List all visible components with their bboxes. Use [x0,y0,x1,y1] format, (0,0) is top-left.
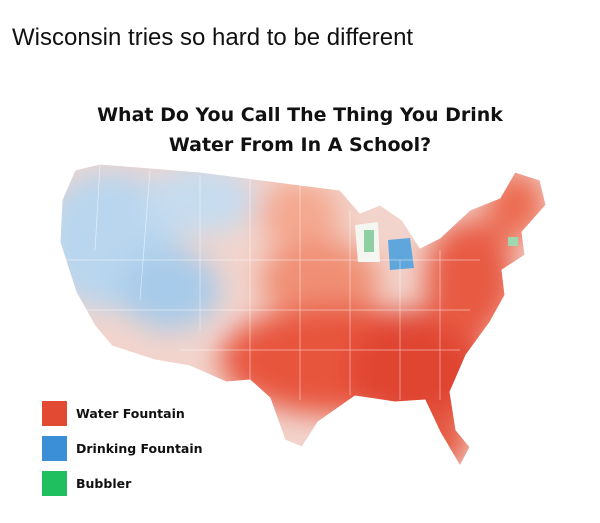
map-title-line-1: What Do You Call The Thing You Drink [97,104,503,126]
legend-swatch-red [42,401,67,426]
legend-swatch-green [42,471,67,496]
legend-swatch-blue [42,436,67,461]
map-title-line-2: Water From In A School? [168,134,432,156]
legend-label: Bubbler [76,476,132,491]
legend-item-bubbler: Bubbler [42,466,203,501]
legend-label: Drinking Fountain [76,441,203,456]
legend-item-water-fountain: Water Fountain [42,396,203,431]
legend-label: Water Fountain [76,406,185,421]
post-caption: Wisconsin tries so hard to be different [12,24,414,51]
legend-item-drinking-fountain: Drinking Fountain [42,431,203,466]
map-legend: Water Fountain Drinking Fountain Bubbler [42,396,203,501]
map-title: What Do You Call The Thing You Drink Wat… [0,100,600,160]
